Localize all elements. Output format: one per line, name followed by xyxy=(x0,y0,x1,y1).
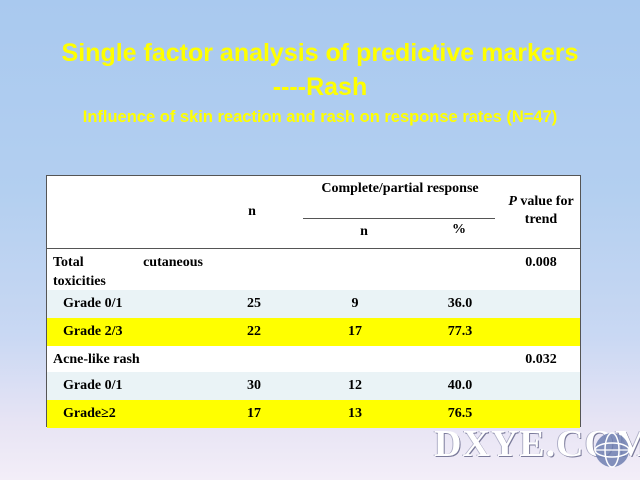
header-divider xyxy=(303,218,495,219)
section-row-total-cutaneous: Total cutaneous toxicities 0.008 xyxy=(47,249,580,290)
slide-subtitle: Influence of skin reaction and rash on r… xyxy=(82,108,558,126)
row-response-n: 17 xyxy=(348,324,362,339)
section-label-word1: Total xyxy=(53,255,84,270)
globe-logo-icon xyxy=(594,432,630,468)
row-n: 17 xyxy=(247,406,261,421)
row-response-n: 12 xyxy=(348,378,362,393)
section-label-line2: toxicities xyxy=(53,274,106,289)
row-n: 30 xyxy=(247,378,261,393)
header-p-italic: P xyxy=(508,194,517,209)
table-header: n Complete/partial response n % P value … xyxy=(47,176,580,249)
row-label: Grade 2/3 xyxy=(63,324,123,339)
table-row: Grade≥2 17 13 76.5 xyxy=(47,400,580,428)
response-rate-table: n Complete/partial response n % P value … xyxy=(46,175,581,428)
header-p-rest: value for trend xyxy=(516,194,574,227)
table-row: Grade 2/3 22 17 77.3 xyxy=(47,318,580,346)
row-response-percent: 36.0 xyxy=(447,296,473,311)
table-body: Total cutaneous toxicities 0.008 Grade 0… xyxy=(47,249,580,428)
table-row: Grade 0/1 30 12 40.0 xyxy=(47,372,580,400)
slide-title-rash: ----Rash xyxy=(272,73,368,101)
row-label: Grade 0/1 xyxy=(63,296,123,311)
header-sub-percent: % xyxy=(452,222,466,237)
header-complete-partial-response: Complete/partial response xyxy=(321,181,479,196)
section-row-acne-like-rash: Acne-like rash 0.032 xyxy=(47,346,580,372)
section-p-value: 0.032 xyxy=(525,352,557,367)
row-n: 22 xyxy=(247,324,261,339)
row-response-n: 13 xyxy=(348,406,362,421)
row-response-percent: 77.3 xyxy=(447,324,473,339)
header-p-value: P value for trend xyxy=(502,193,580,229)
header-n: n xyxy=(248,204,256,219)
row-label: Grade 0/1 xyxy=(63,378,123,393)
section-label: Acne-like rash xyxy=(53,352,140,367)
header-sub-n: n xyxy=(360,224,368,239)
row-response-percent: 40.0 xyxy=(447,378,473,393)
table-row: Grade 0/1 25 9 36.0 xyxy=(47,290,580,318)
slide-title: Single factor analysis of predictive mar… xyxy=(61,39,579,67)
row-n: 25 xyxy=(247,296,261,311)
section-label: Total cutaneous toxicities xyxy=(53,249,203,291)
section-label-word2: cutaneous xyxy=(143,255,203,270)
row-label: Grade≥2 xyxy=(63,406,116,421)
section-p-value: 0.008 xyxy=(525,255,557,270)
row-response-percent: 76.5 xyxy=(447,406,473,421)
row-response-n: 9 xyxy=(351,296,359,311)
